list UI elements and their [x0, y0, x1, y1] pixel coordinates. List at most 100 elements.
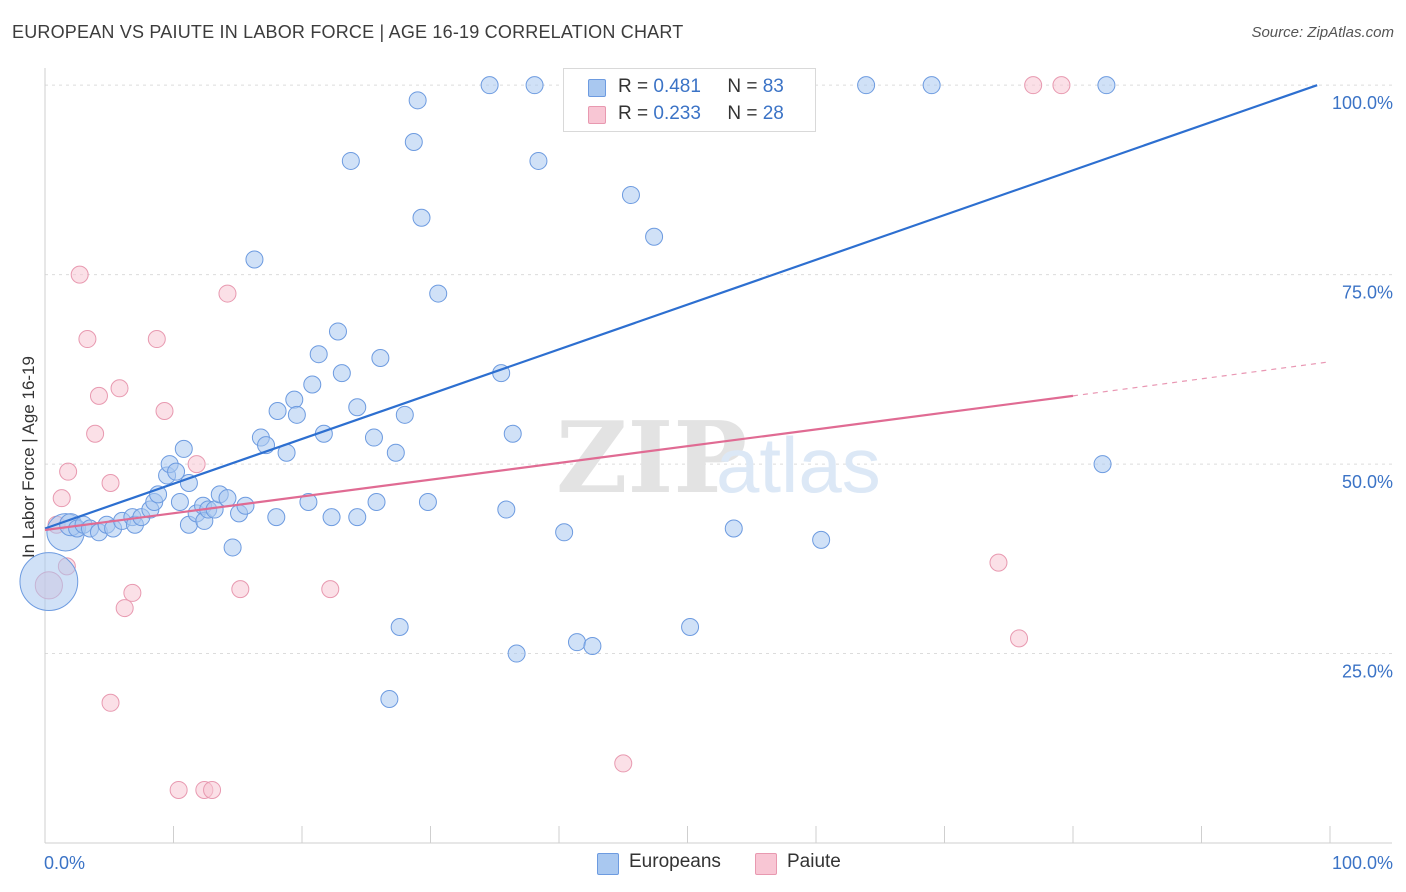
grid-lines [45, 84, 1392, 655]
tick-labels: 25.0% 50.0% 75.0% 100.0% 0.0% 100.0% [44, 93, 1393, 873]
point-europeans [503, 424, 522, 443]
trend-lines [44, 84, 1331, 532]
y-axis-label: In Labor Force | Age 16-19 [19, 356, 38, 558]
point-europeans [408, 91, 427, 110]
point-paiute [52, 489, 71, 508]
point-europeans [223, 538, 242, 557]
point-paiute [123, 583, 142, 602]
point-paiute [1052, 76, 1071, 95]
legend-r-value: 0.233 [653, 103, 701, 124]
legend-n-value: 83 [762, 76, 784, 97]
point-paiute [218, 284, 237, 303]
point-europeans [645, 227, 664, 246]
point-europeans [328, 322, 347, 341]
y-tick-label: 100.0% [1332, 93, 1393, 113]
point-europeans [525, 76, 544, 95]
point-europeans [429, 284, 448, 303]
point-paiute [231, 580, 250, 599]
point-paiute [78, 330, 97, 349]
trend-line-paiute [44, 394, 1074, 532]
point-europeans [170, 492, 189, 511]
point-europeans [380, 690, 399, 709]
point-paiute [1010, 629, 1029, 648]
point-europeans [507, 644, 526, 663]
point-paiute [110, 379, 129, 398]
trend-line-paiute-extension [1072, 361, 1331, 397]
watermark: ZIP atlas [556, 401, 881, 516]
y-tick-label: 25.0% [1342, 662, 1393, 682]
point-europeans [174, 439, 193, 458]
bottom-legend-swatch-paiute [755, 853, 777, 875]
trend-line-europeans [44, 84, 1318, 530]
point-europeans [348, 398, 367, 417]
point-europeans [412, 208, 431, 227]
point-europeans [309, 345, 328, 364]
point-europeans [236, 496, 255, 515]
axes [44, 68, 1392, 844]
point-europeans [1097, 76, 1116, 95]
source-label: Source: ZipAtlas.com [1251, 24, 1394, 41]
point-europeans [418, 492, 437, 511]
point-europeans [567, 633, 586, 652]
point-paiute [614, 754, 633, 773]
watermark-atlas: atlas [716, 421, 881, 509]
legend-r-label: R = [618, 76, 649, 97]
point-europeans [19, 552, 79, 611]
point-paiute [147, 330, 166, 349]
point-paiute [155, 402, 174, 421]
point-europeans [812, 530, 831, 549]
point-europeans [395, 405, 414, 424]
point-europeans [285, 390, 304, 409]
legend-r-label: R = [618, 103, 649, 124]
point-europeans [497, 500, 516, 519]
point-europeans [245, 250, 264, 269]
point-europeans [303, 375, 322, 394]
bottom-legend-label-europeans: Europeans [629, 851, 721, 872]
point-europeans [367, 492, 386, 511]
bottom-legend-label-paiute: Paiute [787, 851, 841, 872]
point-europeans [267, 508, 286, 527]
point-europeans [218, 489, 237, 508]
point-europeans [299, 492, 318, 511]
x-tick-label: 0.0% [44, 853, 85, 873]
point-paiute [70, 265, 89, 284]
legend-swatch-europeans [588, 79, 606, 97]
point-paiute [115, 599, 134, 618]
point-europeans [332, 364, 351, 383]
point-europeans [341, 151, 360, 170]
point-europeans [555, 523, 574, 542]
point-paiute [101, 693, 120, 712]
point-europeans [529, 151, 548, 170]
chart-title: EUROPEAN VS PAIUTE IN LABOR FORCE | AGE … [12, 22, 684, 42]
point-europeans [857, 76, 876, 95]
point-europeans [1093, 455, 1112, 474]
point-paiute [59, 462, 78, 481]
bottom-legend-swatch-europeans [597, 853, 619, 875]
point-europeans [480, 76, 499, 95]
x-tick-label: 100.0% [1332, 853, 1393, 873]
legend-n-label: N = [727, 103, 758, 124]
stats-legend: R = 0.481 N = 83 R = 0.233 N = 28 [563, 68, 816, 132]
point-europeans [390, 618, 409, 637]
point-europeans [371, 348, 390, 367]
point-europeans [322, 508, 341, 527]
point-paiute [989, 553, 1008, 572]
point-europeans [583, 636, 602, 655]
point-paiute [89, 386, 108, 405]
point-europeans [922, 76, 941, 95]
legend-stats-europeans: R = 0.481 N = 83 [618, 76, 784, 98]
point-paiute [1024, 76, 1043, 95]
point-paiute [203, 780, 222, 799]
point-europeans [681, 618, 700, 637]
point-europeans [364, 428, 383, 447]
point-paiute [101, 474, 120, 493]
point-paiute [187, 455, 206, 474]
point-europeans [167, 462, 186, 481]
point-europeans [287, 405, 306, 424]
y-tick-label: 75.0% [1342, 283, 1393, 303]
point-europeans [348, 508, 367, 527]
point-europeans [386, 443, 405, 462]
point-europeans [621, 186, 640, 205]
point-paiute [86, 424, 105, 443]
